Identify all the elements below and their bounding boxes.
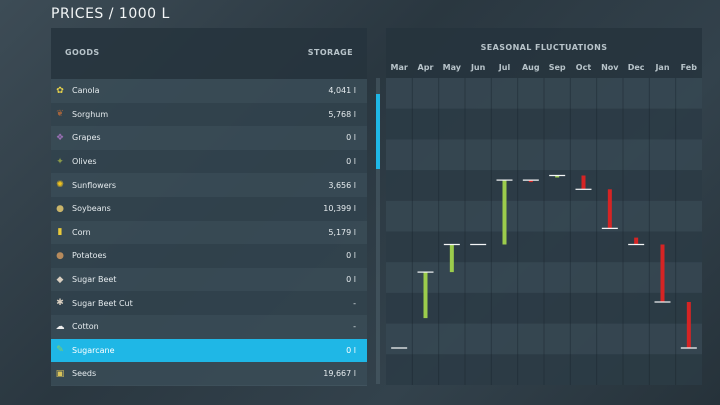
fluctuation-bar [607, 189, 612, 229]
fluctuation-bar [528, 180, 533, 183]
month-label: Jan [655, 63, 670, 72]
storage-value: 3,656 l [328, 180, 356, 190]
goods-name: Canola [72, 86, 100, 96]
seeds-icon: ▣ [55, 368, 65, 379]
goods-list: ✿ Canola 4,041 l ❦ Sorghum 5,768 l ❖ Grapes 0 l ✦… [51, 79, 367, 386]
goods-name: Soybeans [72, 204, 111, 214]
month-label: Jun [470, 63, 486, 72]
olives-icon: ✦ [56, 156, 64, 167]
fluctuation-bar [423, 272, 428, 319]
fluctuation-bar [660, 244, 665, 302]
table-row[interactable]: ❦ Sorghum 5,768 l [51, 102, 367, 127]
goods-column-header: GOODS [65, 48, 100, 57]
table-row[interactable]: ✱ Sugar Beet Cut - [51, 291, 367, 315]
fluctuation-bar [555, 175, 560, 178]
corn-icon: ▮ [57, 227, 63, 238]
goods-name: Sugar Beet Cut [72, 298, 133, 308]
table-row[interactable]: ☁ Cotton - [51, 314, 367, 339]
table-row[interactable]: ✦ Olives 0 l [51, 149, 367, 174]
table-row[interactable]: ● Soybeans 10,399 l [51, 196, 367, 221]
table-row[interactable]: ▣ Seeds 19,667 l [51, 362, 367, 386]
scrollbar[interactable] [376, 78, 380, 384]
storage-value: 5,768 l [328, 109, 356, 119]
seasonal-chart [386, 78, 702, 385]
storage-value: 0 l [346, 133, 356, 143]
grid-band [386, 139, 702, 171]
storage-value: 0 l [346, 275, 356, 285]
month-label: Jul [498, 63, 511, 72]
month-label: May [442, 63, 461, 72]
grid-band [386, 231, 702, 263]
page-title: PRICES / 1000 L [51, 6, 170, 22]
goods-name: Olives [72, 157, 97, 167]
canola-icon: ✿ [56, 85, 64, 96]
storage-value: 10,399 l [323, 204, 356, 214]
fluctuation-bar [449, 244, 454, 273]
storage-value: - [353, 322, 356, 332]
grid-band [386, 170, 702, 201]
storage-value: 0 l [346, 157, 356, 167]
table-header: GOODS STORAGE [51, 28, 367, 78]
sunflower-icon: ✺ [56, 180, 64, 191]
table-row[interactable]: ✿ Canola 4,041 l [51, 79, 367, 103]
table-row[interactable]: ❖ Grapes 0 l [51, 126, 367, 150]
seasonal-chart-panel: SEASONAL FLUCTUATIONS Mar Apr May Jun Jul Aug… [386, 28, 702, 385]
goods-name: Sugar Beet [72, 275, 117, 285]
table-row[interactable]: ✎ Sugarcane 0 l [51, 338, 367, 363]
storage-value: 0 l [346, 345, 356, 355]
sugar-beet-icon: ◆ [56, 274, 64, 285]
grid-band [386, 78, 702, 109]
month-label: Apr [417, 63, 434, 72]
storage-value: - [353, 298, 356, 308]
table-row[interactable]: ◆ Sugar Beet 0 l [51, 267, 367, 292]
goods-table: GOODS STORAGE ✿ Canola 4,041 l ❦ Sorghum 5,76… [51, 28, 367, 386]
month-label: Feb [680, 63, 697, 72]
month-label: Nov [601, 63, 619, 72]
fluctuation-bar [581, 175, 586, 190]
month-label: Oct [575, 63, 592, 72]
grid-band [386, 323, 702, 355]
storage-column-header: STORAGE [307, 48, 353, 57]
fluctuation-bar [634, 237, 639, 245]
month-label: Mar [390, 63, 408, 72]
month-labels: Mar Apr May Jun Jul Aug Sep Oct Nov Dec Jan Feb [386, 63, 702, 77]
fluctuation-bar [686, 302, 691, 348]
grid-band [386, 262, 702, 293]
storage-value: 19,667 l [323, 369, 356, 379]
goods-name: Cotton [72, 322, 99, 332]
goods-name: Potatoes [72, 251, 107, 261]
sugar-beet-cut-icon: ✱ [56, 298, 64, 309]
grid-band [386, 292, 702, 324]
goods-name: Sugarcane [72, 345, 115, 355]
grid-band [386, 200, 702, 232]
storage-value: 4,041 l [328, 86, 356, 96]
sugarcane-icon: ✎ [56, 345, 64, 356]
goods-name: Sorghum [72, 109, 109, 119]
table-row[interactable]: ✺ Sunflowers 3,656 l [51, 173, 367, 197]
month-label: Sep [548, 63, 566, 72]
fluctuation-bar [502, 180, 507, 245]
table-row[interactable]: ▮ Corn 5,179 l [51, 220, 367, 245]
month-label: Aug [521, 63, 540, 72]
potatoes-icon: ● [56, 250, 64, 261]
chart-title: SEASONAL FLUCTUATIONS [480, 43, 608, 52]
cotton-icon: ☁ [55, 321, 65, 332]
table-row[interactable]: ● Potatoes 0 l [51, 244, 367, 268]
soybeans-icon: ● [56, 203, 64, 214]
grid-band [386, 354, 702, 385]
grapes-icon: ❖ [55, 132, 65, 143]
month-label: Dec [627, 63, 645, 72]
goods-name: Seeds [72, 369, 97, 379]
goods-name: Sunflowers [72, 180, 117, 190]
grid-band [386, 108, 702, 140]
storage-value: 0 l [346, 251, 356, 261]
goods-name: Corn [72, 227, 91, 237]
goods-name: Grapes [72, 133, 101, 143]
scrollbar-thumb[interactable] [376, 94, 380, 169]
storage-value: 5,179 l [328, 227, 356, 237]
sorghum-icon: ❦ [56, 109, 64, 120]
